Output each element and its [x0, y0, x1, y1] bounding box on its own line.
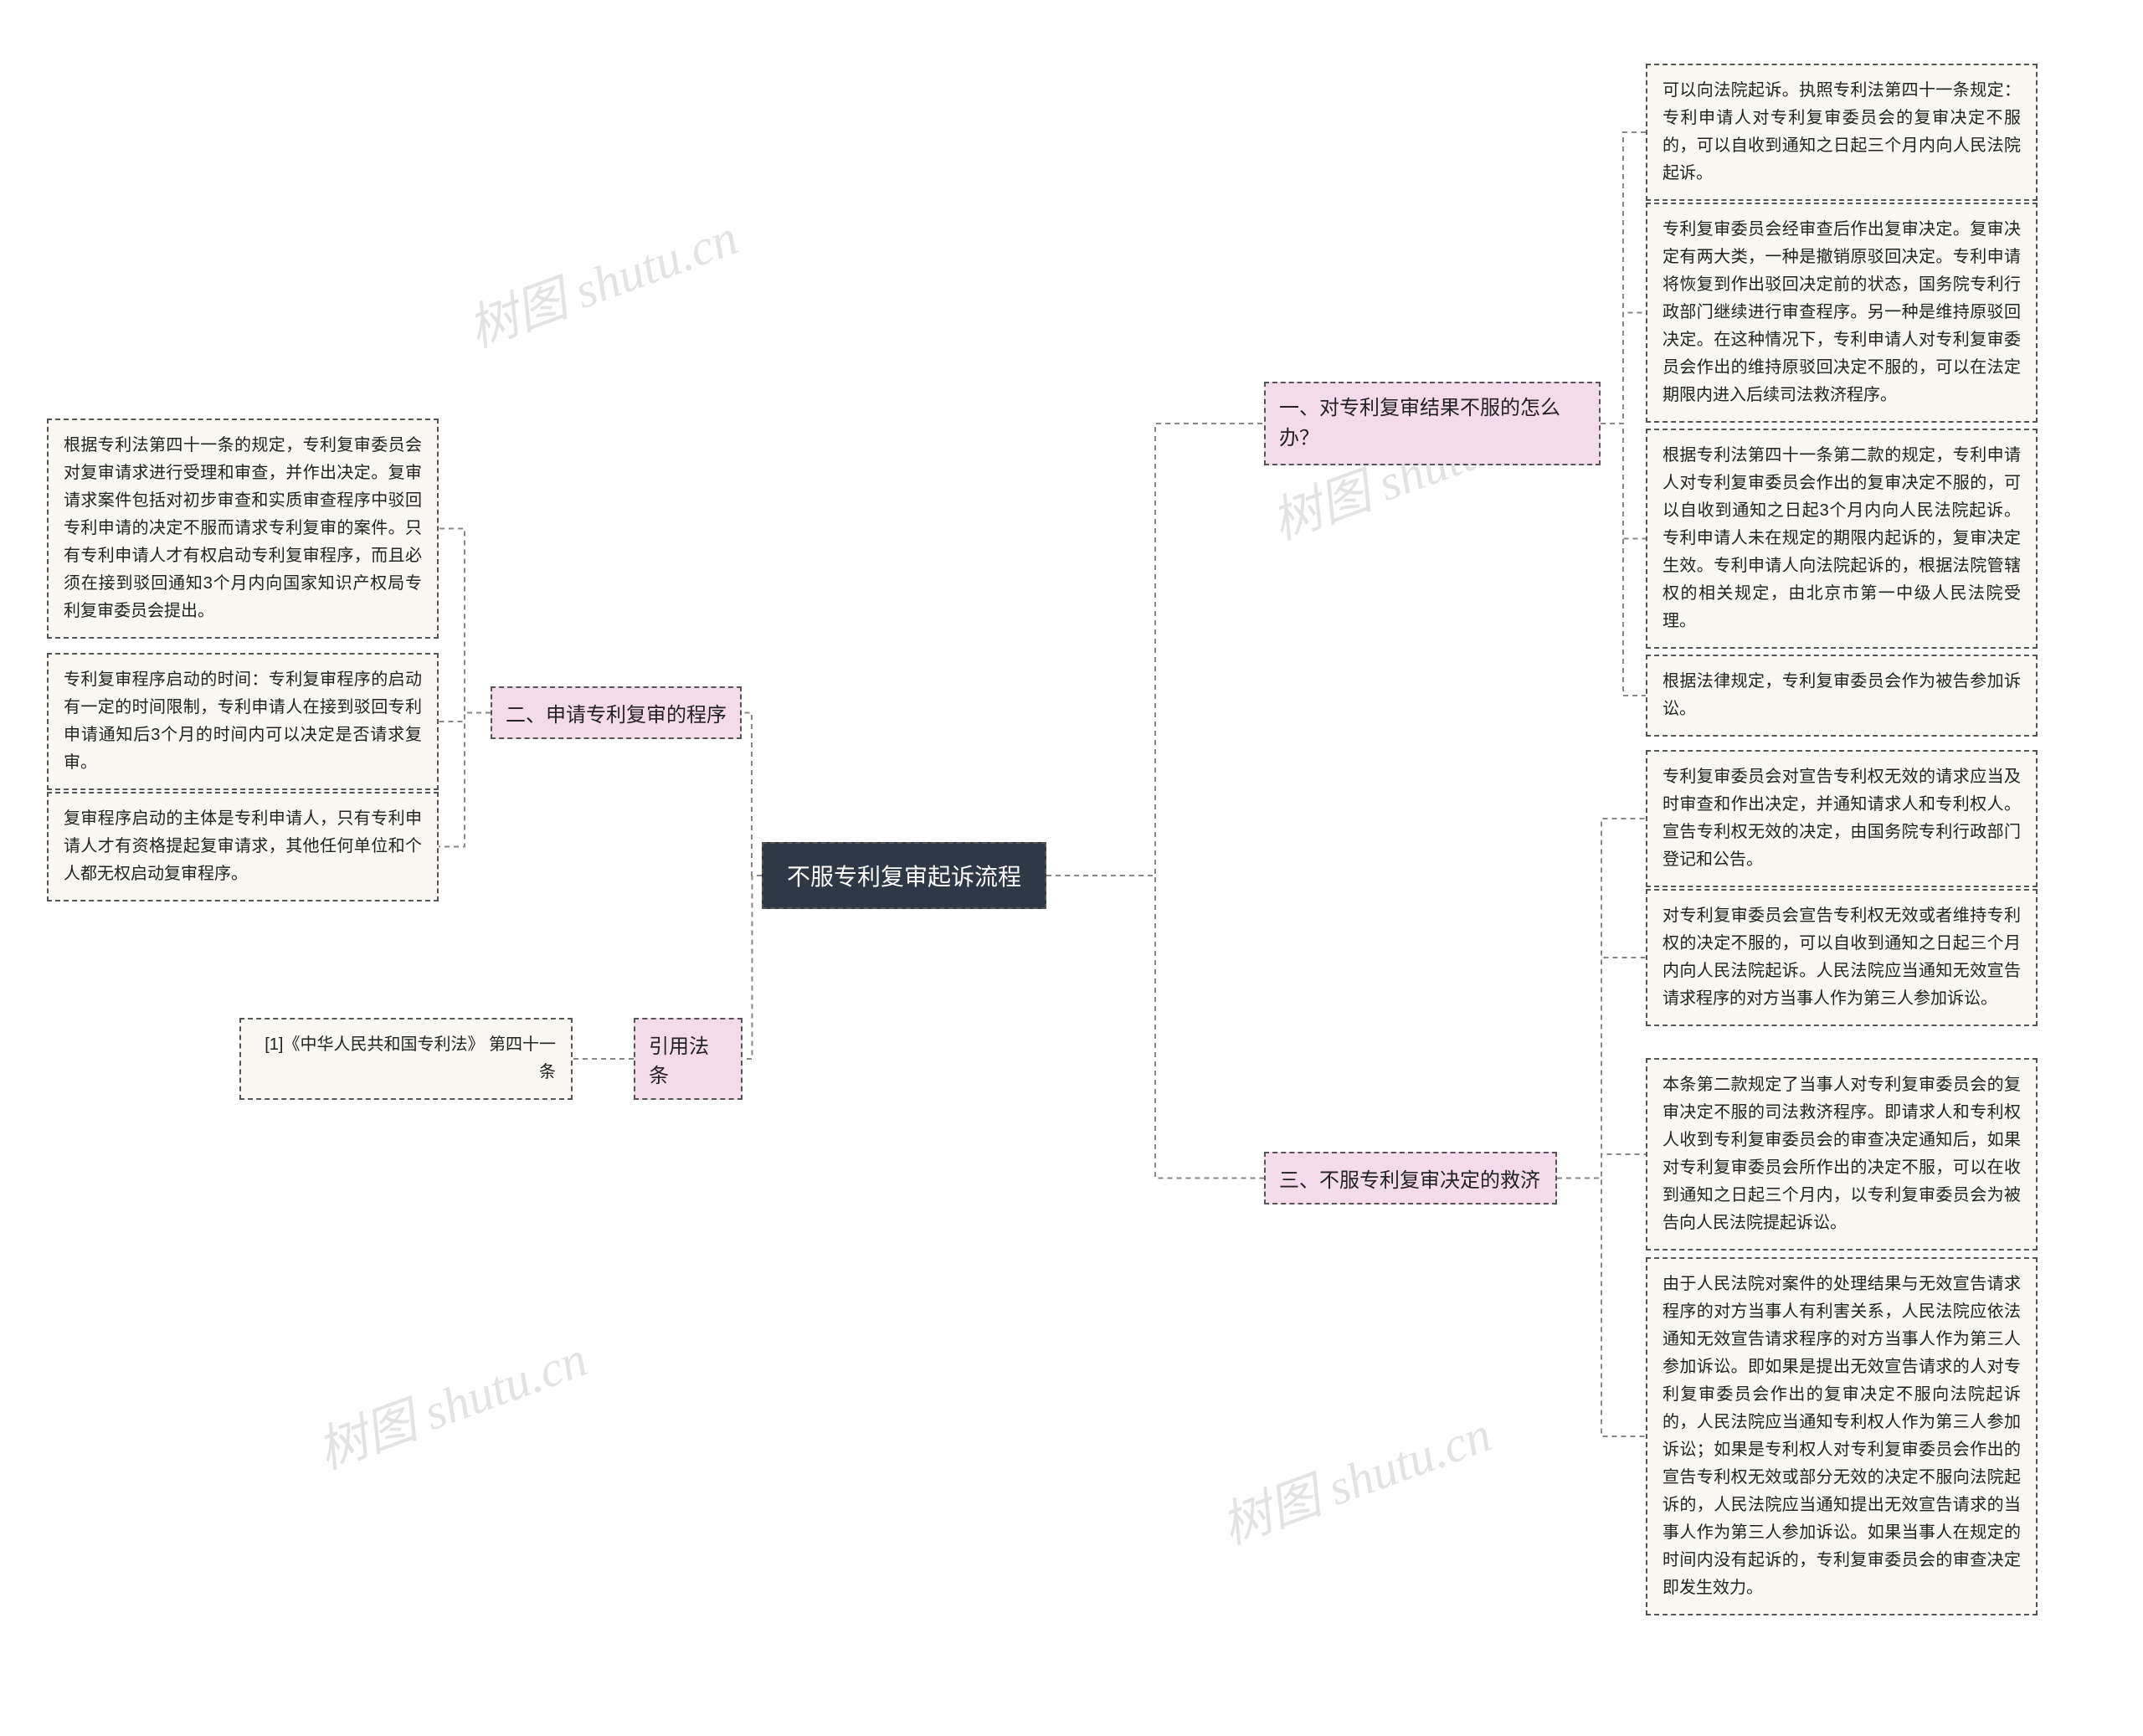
leaf-1-4: 根据法律规定，专利复审委员会作为被告参加诉讼。	[1646, 655, 2038, 737]
watermark-4: 树图 shutu.cn	[1210, 1394, 1499, 1559]
leaf-2-2: 专利复审程序启动的时间：专利复审程序的启动有一定的时间限制，专利申请人在接到驳回…	[47, 653, 439, 790]
leaf-3-3: 本条第二款规定了当事人对专利复审委员会的复审决定不服的司法救济程序。即请求人和专…	[1646, 1058, 2038, 1251]
leaf-1-3: 根据专利法第四十一条第二款的规定，专利申请人对专利复审委员会作出的复审决定不服的…	[1646, 429, 2038, 649]
watermark-3: 树图 shutu.cn	[306, 1318, 595, 1483]
center-node: 不服专利复审起诉流程	[762, 842, 1046, 909]
leaf-3-1: 专利复审委员会对宣告专利权无效的请求应当及时审查和作出决定，并通知请求人和专利权…	[1646, 750, 2038, 887]
leaf-2-1: 根据专利法第四十一条的规定，专利复审委员会对复审请求进行受理和审查，并作出决定。…	[47, 419, 439, 639]
leaf-4: [1]《中华人民共和国专利法》 第四十一条	[239, 1018, 573, 1100]
branch-1: 一、对专利复审结果不服的怎么办？	[1264, 382, 1601, 465]
leaf-3-4: 由于人民法院对案件的处理结果与无效宣告请求程序的对方当事人有利害关系，人民法院应…	[1646, 1257, 2038, 1615]
watermark-1: 树图 shutu.cn	[456, 197, 746, 362]
leaf-1-1: 可以向法院起诉。执照专利法第四十一条规定：专利申请人对专利复审委员会的复审决定不…	[1646, 64, 2038, 201]
leaf-2-3: 复审程序启动的主体是专利申请人，只有专利申请人才有资格提起复审请求，其他任何单位…	[47, 792, 439, 901]
branch-4: 引用法条	[634, 1018, 743, 1100]
branch-2: 二、申请专利复审的程序	[491, 686, 742, 739]
branch-3: 三、不服专利复审决定的救济	[1264, 1152, 1557, 1204]
leaf-1-2: 专利复审委员会经审查后作出复审决定。复审决定有两大类，一种是撤销原驳回决定。专利…	[1646, 203, 2038, 423]
leaf-3-2: 对专利复审委员会宣告专利权无效或者维持专利权的决定不服的，可以自收到通知之日起三…	[1646, 889, 2038, 1026]
